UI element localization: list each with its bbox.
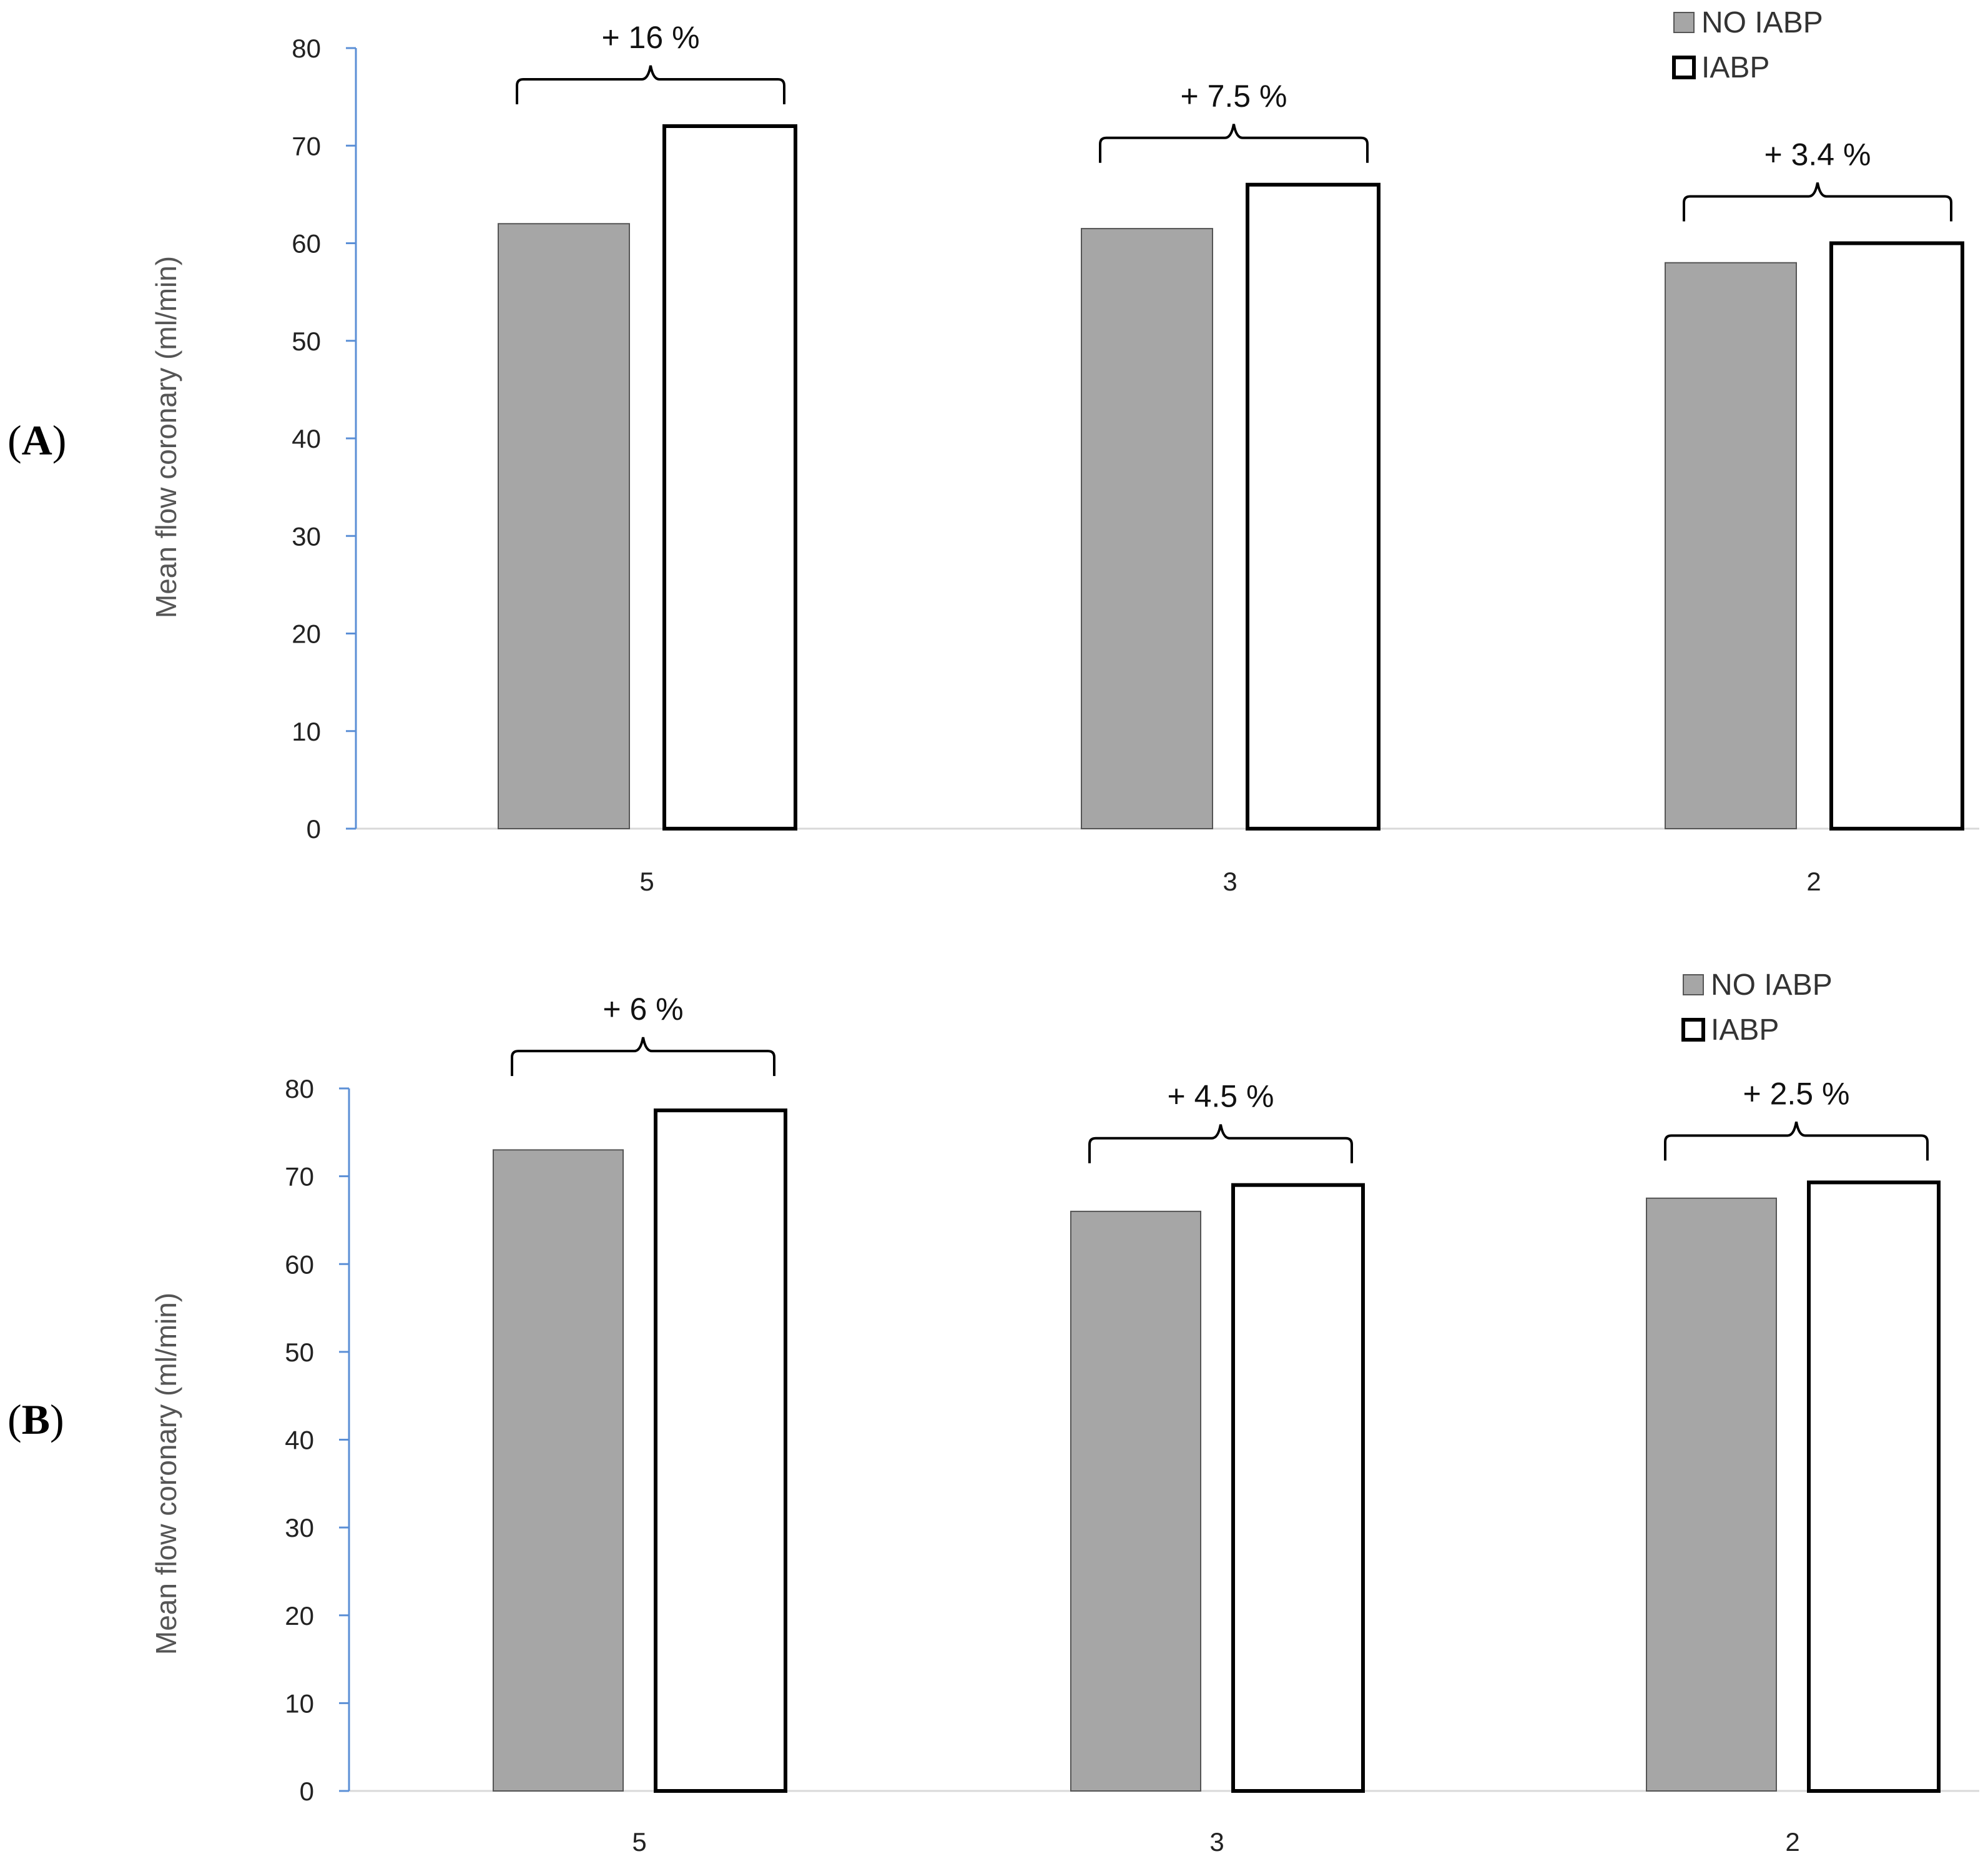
bar-iabp: [1231, 1183, 1365, 1793]
panel-label: (A): [7, 417, 66, 464]
panel-label-letter: A: [22, 417, 52, 464]
y-axis-title: Mean flow coronary (ml/min): [150, 256, 182, 618]
y-tick-label: 70: [292, 131, 321, 160]
legend-swatch: [1672, 56, 1696, 79]
comparison-bracket: [516, 65, 785, 104]
x-tick-label: 5: [632, 1827, 646, 1857]
legend-swatch: [1683, 974, 1704, 995]
comparison-bracket: [511, 1037, 775, 1077]
bar-iabp: [1246, 182, 1380, 831]
y-tick-label: 70: [285, 1162, 314, 1191]
y-axis-title: Mean flow coronary (ml/min): [150, 1293, 182, 1655]
bar-no-iabp: [1665, 262, 1797, 829]
percent-increase-annotation: + 6 %: [603, 992, 683, 1027]
y-tick-label: 40: [292, 424, 321, 453]
bar-no-iabp: [1646, 1197, 1777, 1792]
comparison-bracket: [1664, 1122, 1929, 1161]
bar-iabp: [1829, 241, 1964, 831]
y-tick-label: 0: [300, 1777, 314, 1806]
bar-iabp: [1807, 1180, 1941, 1793]
legend-swatch: [1673, 12, 1695, 33]
y-tick-label: 20: [285, 1601, 314, 1630]
bar-no-iabp: [493, 1149, 624, 1792]
y-tick-label: 50: [285, 1338, 314, 1367]
bar-no-iabp: [1081, 228, 1213, 829]
y-tick-label: 20: [292, 619, 321, 649]
percent-increase-annotation: + 4.5 %: [1168, 1079, 1274, 1114]
legend-label: IABP: [1701, 51, 1769, 84]
legend-label: NO IABP: [1711, 969, 1833, 1002]
y-tick-label: 50: [292, 327, 321, 356]
y-tick-label: 60: [285, 1250, 314, 1279]
panel-label: (B): [7, 1396, 64, 1443]
y-tick-label: 10: [285, 1689, 314, 1718]
percent-increase-annotation: + 7.5 %: [1181, 79, 1287, 114]
bar-iabp: [662, 124, 797, 831]
y-tick-label: 60: [292, 229, 321, 259]
x-tick-label: 5: [639, 867, 654, 896]
bar-no-iabp: [1070, 1210, 1201, 1792]
bar-iabp: [654, 1108, 787, 1793]
x-tick-label: 3: [1209, 1827, 1224, 1857]
legend-swatch: [1681, 1018, 1705, 1042]
panel-label-letter: B: [22, 1396, 50, 1443]
y-tick-label: 0: [307, 814, 321, 844]
bar-no-iabp: [498, 223, 630, 829]
x-tick-label: 3: [1223, 867, 1237, 896]
percent-increase-annotation: + 16 %: [601, 20, 699, 55]
x-tick-label: 2: [1806, 867, 1821, 896]
y-tick-label: 80: [292, 34, 321, 63]
y-tick-label: 30: [292, 521, 321, 551]
percent-increase-annotation: + 3.4 %: [1764, 137, 1871, 172]
legend-label: NO IABP: [1701, 6, 1823, 39]
y-tick-label: 80: [285, 1074, 314, 1103]
y-tick-label: 40: [285, 1426, 314, 1455]
x-tick-label: 2: [1785, 1827, 1799, 1857]
y-tick-label: 10: [292, 717, 321, 746]
comparison-bracket: [1099, 124, 1369, 163]
legend-label: IABP: [1711, 1013, 1779, 1047]
comparison-bracket: [1683, 182, 1952, 222]
comparison-bracket: [1088, 1124, 1353, 1163]
percent-increase-annotation: + 2.5 %: [1743, 1076, 1850, 1111]
y-tick-label: 30: [285, 1513, 314, 1542]
